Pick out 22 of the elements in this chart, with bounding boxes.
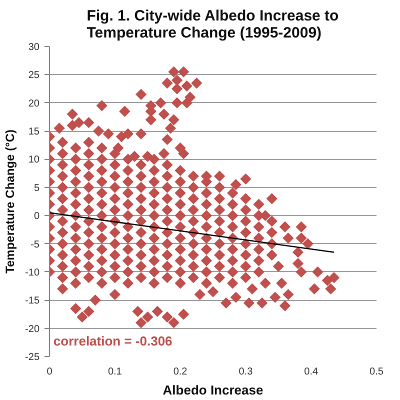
x-tick-label: 0.1 (108, 366, 122, 378)
chart-title: Fig. 1. City-wide Albedo Increase to Temperature Change (1995-2009) (86, 8, 339, 42)
y-tick-label: -5 (30, 239, 40, 250)
x-tick-label: 0.5 (370, 366, 384, 378)
y-tick-label: -20 (25, 324, 40, 335)
y-axis-title: Temperature Change (°C) (3, 130, 18, 274)
y-tick-label: 10 (28, 154, 40, 166)
x-tick-label: 0.2 (173, 366, 188, 378)
x-tick-label: 0.3 (238, 366, 254, 378)
y-tick-label: 25 (28, 70, 40, 82)
y-tick-label: -25 (25, 352, 40, 363)
y-tick-label: -10 (25, 267, 40, 278)
y-tick-label: 5 (34, 182, 40, 194)
y-tick-label: 30 (28, 42, 40, 53)
y-tick-label: 15 (28, 126, 40, 138)
x-tick-label: 0.4 (304, 366, 318, 378)
y-tick-label: 20 (28, 98, 40, 110)
y-tick-label: -15 (25, 296, 40, 307)
annotation: correlation = -0.306 (53, 334, 172, 348)
x-tick-label: 0 (46, 366, 53, 378)
y-tick-label: 0 (34, 211, 40, 222)
x-axis-title: Albedo Increase (162, 382, 264, 398)
